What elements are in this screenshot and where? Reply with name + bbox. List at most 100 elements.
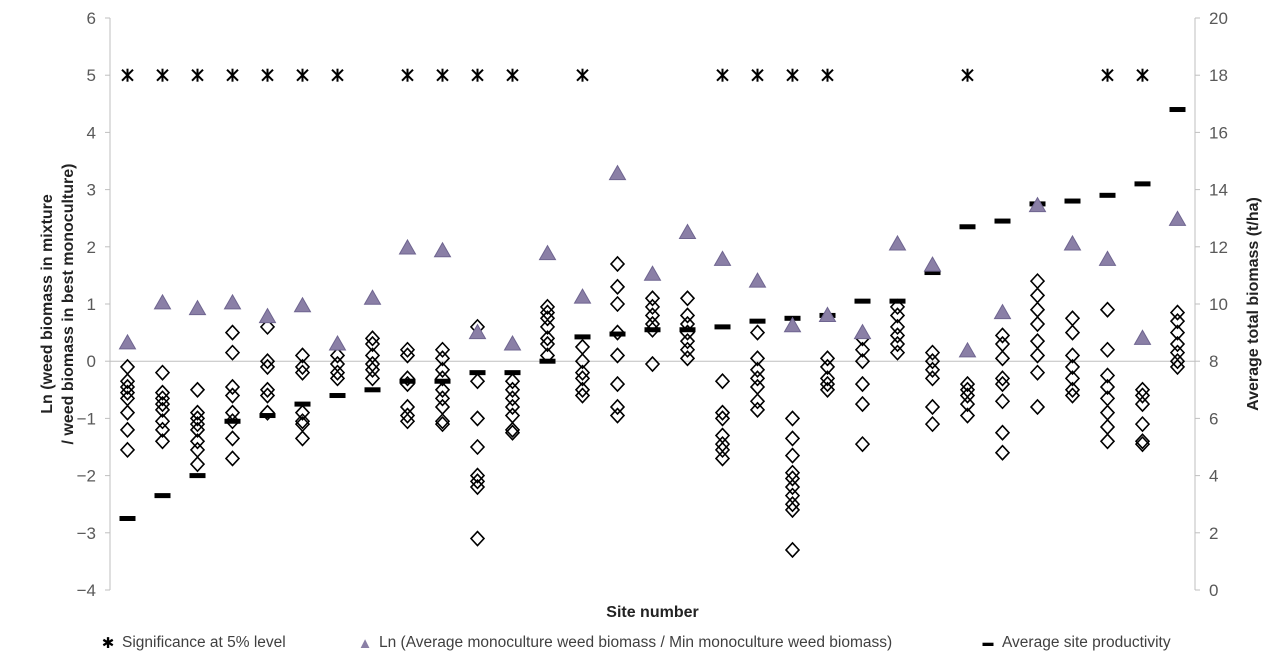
diamond-point bbox=[539, 318, 556, 336]
diamond-point bbox=[1099, 433, 1116, 450]
diamond-point bbox=[434, 381, 451, 398]
diamond-point bbox=[399, 347, 416, 364]
diamond-point bbox=[189, 415, 206, 433]
diamond-point bbox=[1029, 347, 1046, 364]
diamond-point bbox=[539, 298, 556, 316]
diamond-point bbox=[259, 381, 276, 398]
diamond-point bbox=[854, 395, 871, 413]
diamond-point bbox=[154, 364, 171, 381]
diamond-point bbox=[784, 410, 801, 427]
diamond-point bbox=[1064, 358, 1081, 376]
diamond-point bbox=[259, 358, 276, 376]
productivity-dash bbox=[1064, 198, 1081, 204]
diamond-point bbox=[1099, 367, 1116, 384]
diamond-point bbox=[784, 430, 801, 447]
diamond-point bbox=[749, 350, 766, 367]
productivity-dash bbox=[574, 334, 591, 340]
diamond-point bbox=[329, 370, 346, 387]
diamond-point bbox=[819, 381, 836, 398]
diamond-point bbox=[504, 381, 521, 398]
productivity-dash bbox=[504, 370, 521, 376]
diamond-point bbox=[924, 370, 941, 387]
right-tick-label: 18 bbox=[1209, 66, 1228, 85]
legend-label: Average site productivity bbox=[1002, 634, 1171, 651]
asterisk-point bbox=[1101, 68, 1114, 82]
diamond-point bbox=[1029, 315, 1046, 333]
diamond-point bbox=[539, 304, 556, 321]
diamond-point bbox=[854, 341, 871, 358]
diamond-point bbox=[434, 390, 451, 407]
diamond-point bbox=[119, 421, 136, 439]
diamond-point bbox=[224, 404, 241, 421]
left-tick-label: 4 bbox=[87, 123, 96, 142]
diamond-point bbox=[889, 335, 906, 353]
triangle-point bbox=[1133, 329, 1152, 345]
diamond-point bbox=[994, 327, 1011, 344]
asterisk-point bbox=[401, 68, 414, 82]
triangle-point bbox=[1063, 234, 1082, 251]
diamond-point bbox=[119, 384, 136, 401]
left-tick-label: 5 bbox=[87, 66, 96, 85]
right-tick-label: 10 bbox=[1209, 295, 1228, 314]
triangle-point bbox=[1098, 250, 1117, 266]
significance-series bbox=[121, 68, 1149, 82]
diamond-point bbox=[819, 358, 836, 376]
diamond-point bbox=[1029, 287, 1046, 304]
left-tick-label: −2 bbox=[77, 467, 96, 486]
diamond-point bbox=[224, 430, 241, 447]
diamond-point bbox=[819, 375, 836, 393]
asterisk-point bbox=[751, 68, 764, 82]
diamond-point bbox=[854, 435, 871, 453]
diamond-point bbox=[889, 327, 906, 344]
diamond-point bbox=[434, 413, 451, 430]
diamond-point bbox=[119, 378, 136, 396]
diamond-point bbox=[1169, 353, 1186, 370]
diamond-point bbox=[224, 378, 241, 396]
right-tick-label: 12 bbox=[1209, 238, 1228, 257]
diamond-point bbox=[154, 433, 171, 450]
triangle-point bbox=[328, 335, 347, 351]
diamond-series bbox=[119, 255, 1186, 559]
right-tick-label: 8 bbox=[1209, 352, 1218, 371]
diamond-point bbox=[994, 375, 1011, 393]
asterisk-point bbox=[786, 68, 799, 82]
diamond-point bbox=[1064, 347, 1081, 364]
diamond-point bbox=[1169, 324, 1186, 341]
diamond-point bbox=[469, 467, 486, 484]
diamond-point bbox=[609, 398, 626, 416]
diamond-point bbox=[749, 324, 766, 341]
diamond-point bbox=[259, 353, 276, 370]
diamond-point bbox=[469, 373, 486, 390]
diamond-point bbox=[1099, 301, 1116, 318]
left-tick-label: 2 bbox=[87, 238, 96, 257]
productivity-dash bbox=[924, 270, 941, 276]
diamond-point bbox=[469, 438, 486, 456]
diamond-point bbox=[119, 373, 136, 390]
triangle-point bbox=[538, 244, 557, 261]
legend-label: Significance at 5% level bbox=[122, 634, 286, 651]
diamond-point bbox=[434, 341, 451, 358]
left-tick-label: −3 bbox=[77, 524, 96, 543]
productivity-dash bbox=[154, 493, 171, 499]
right-tick-label: 20 bbox=[1209, 9, 1228, 28]
triangle-series bbox=[118, 164, 1187, 358]
asterisk-point bbox=[821, 68, 834, 82]
diamond-point bbox=[539, 330, 556, 347]
diamond-point bbox=[889, 307, 906, 324]
diamond-point bbox=[294, 364, 311, 381]
triangle-point bbox=[363, 289, 382, 305]
diamond-point bbox=[994, 370, 1011, 387]
productivity-dash bbox=[399, 378, 416, 384]
diamond-point bbox=[399, 413, 416, 430]
diamond-point bbox=[119, 358, 136, 376]
diamond-point bbox=[224, 344, 241, 361]
diamond-point bbox=[154, 384, 171, 401]
triangle-point bbox=[118, 333, 137, 350]
diamond-point bbox=[329, 364, 346, 381]
right-tick-label: 0 bbox=[1209, 581, 1218, 600]
diamond-point bbox=[119, 441, 136, 459]
diamond-point bbox=[504, 421, 521, 439]
triangle-point bbox=[223, 293, 242, 310]
diamond-point bbox=[1029, 398, 1046, 416]
